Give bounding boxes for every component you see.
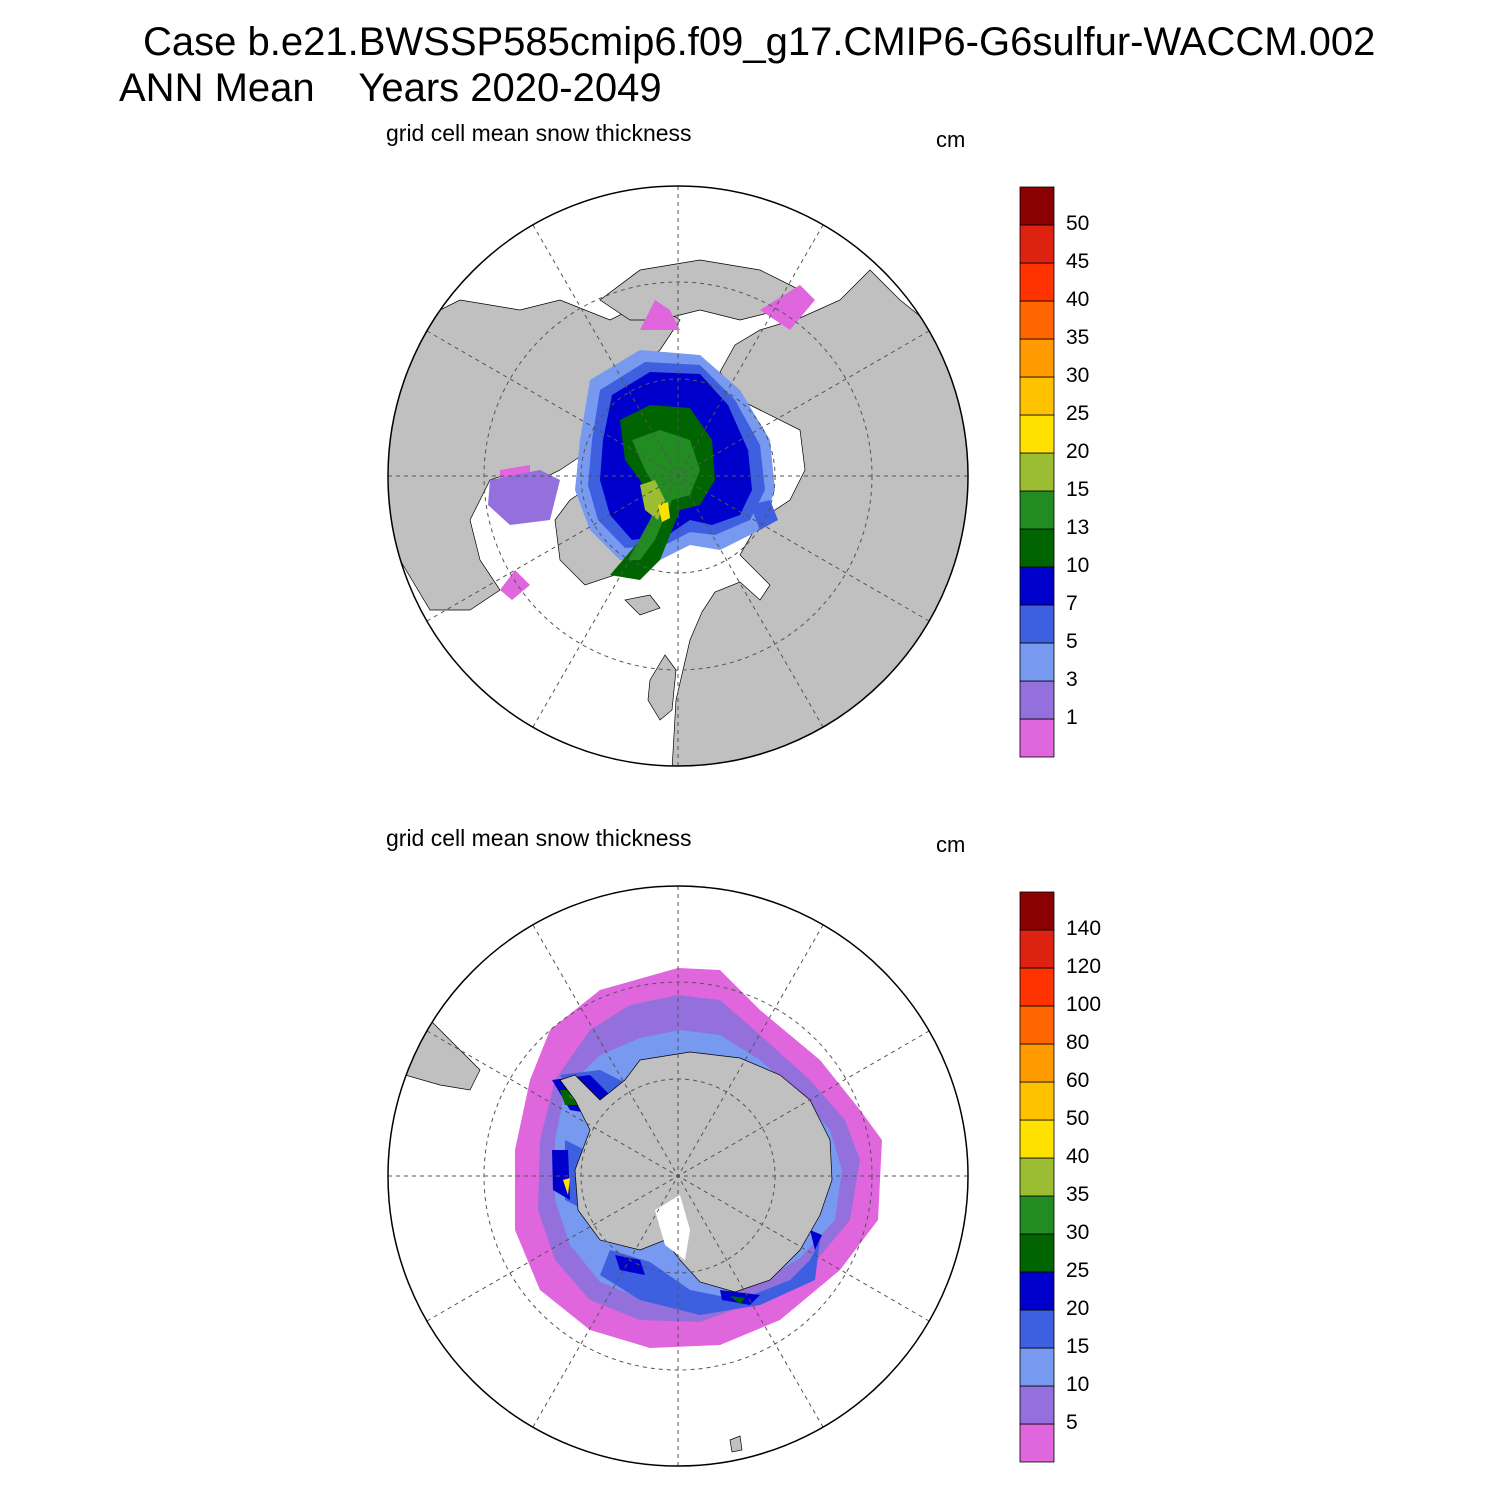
south-snow-band-8	[563, 1178, 570, 1195]
south-colorbar-swatch-0	[1019, 1423, 1055, 1463]
south-colorbar-swatch-3	[1019, 1309, 1055, 1349]
north-colorbar	[1019, 186, 1055, 758]
south-colorbar-label: 100	[1066, 993, 1102, 1016]
north-colorbar-swatch-9	[1019, 376, 1055, 416]
south-map-border	[387, 885, 969, 1467]
north-colorbar-label: 30	[1066, 364, 1090, 387]
north-colorbar-swatch-7	[1019, 452, 1055, 492]
south-colorbar-swatch-12	[1019, 967, 1055, 1007]
north-snow-band-1	[500, 285, 815, 600]
south-colorbar-swatch-7	[1019, 1157, 1055, 1197]
south-colorbar-swatch-8	[1019, 1119, 1055, 1159]
arctic-map	[387, 185, 969, 767]
south-colorbar-label: 20	[1066, 1297, 1090, 1320]
south-colorbar-swatch-4	[1019, 1271, 1055, 1311]
south-colorbar-label: 10	[1066, 1373, 1090, 1396]
south-colorbar-swatch-1	[1019, 1385, 1055, 1425]
north-snow-band-9	[658, 502, 670, 522]
south-colorbar-label: 140	[1066, 917, 1102, 940]
north-colorbar-label: 45	[1066, 250, 1090, 273]
antarctic-map	[387, 885, 969, 1467]
south-colorbar-label: 120	[1066, 955, 1102, 978]
north-colorbar-swatch-3	[1019, 604, 1055, 644]
north-snow-band-2	[488, 470, 560, 525]
north-colorbar-label: 15	[1066, 478, 1090, 501]
north-land-iceland	[624, 594, 661, 616]
north-colorbar-swatch-4	[1019, 566, 1055, 606]
south-colorbar-label: 80	[1066, 1031, 1090, 1054]
north-colorbar-label: 3	[1066, 668, 1078, 691]
north-colorbar-swatch-6	[1019, 490, 1055, 530]
north-colorbar-swatch-11	[1019, 300, 1055, 340]
south-colorbar-swatch-14	[1019, 891, 1055, 931]
south-colorbar-label: 5	[1066, 1411, 1078, 1434]
north-colorbar-label: 13	[1066, 516, 1090, 539]
north-graticule	[388, 186, 968, 766]
south-colorbar-swatch-13	[1019, 929, 1055, 969]
south-colorbar-label: 50	[1066, 1107, 1090, 1130]
north-colorbar-label: 1	[1066, 706, 1078, 729]
north-colorbar-label: 50	[1066, 212, 1090, 235]
north-colorbar-swatch-1	[1019, 680, 1055, 720]
north-map-border	[387, 185, 969, 767]
south-colorbar-label: 40	[1066, 1145, 1090, 1168]
north-colorbar-label: 40	[1066, 288, 1090, 311]
south-colorbar-swatch-6	[1019, 1195, 1055, 1235]
north-colorbar-label: 35	[1066, 326, 1090, 349]
north-colorbar-label: 5	[1066, 630, 1078, 653]
south-colorbar-label: 35	[1066, 1183, 1090, 1206]
figure-title-line-1: Case b.e21.BWSSP585cmip6.f09_g17.CMIP6-G…	[143, 20, 1376, 64]
figure-title-line-2: ANN Mean Years 2020-2049	[119, 66, 662, 110]
north-colorbar-swatch-13	[1019, 224, 1055, 264]
north-colorbar-label: 25	[1066, 402, 1090, 425]
north-colorbar-label: 20	[1066, 440, 1090, 463]
north-colorbar-swatch-5	[1019, 528, 1055, 568]
north-colorbar-swatch-14	[1019, 186, 1055, 226]
north-land-britain	[647, 654, 677, 721]
south-colorbar-swatch-9	[1019, 1081, 1055, 1121]
north-units-label: cm	[936, 127, 966, 152]
south-land-small-island	[729, 1435, 743, 1453]
north-panel-title: grid cell mean snow thickness	[386, 120, 692, 146]
south-colorbar-label: 15	[1066, 1335, 1090, 1358]
south-graticule	[388, 886, 968, 1466]
north-colorbar-label: 7	[1066, 592, 1078, 615]
south-colorbar-swatch-10	[1019, 1043, 1055, 1083]
south-ross-shelf	[655, 1195, 690, 1260]
south-units-label: cm	[936, 832, 966, 857]
south-colorbar	[1019, 891, 1055, 1463]
north-colorbar-swatch-12	[1019, 262, 1055, 302]
north-colorbar-swatch-10	[1019, 338, 1055, 378]
south-colorbar-swatch-2	[1019, 1347, 1055, 1387]
north-colorbar-swatch-2	[1019, 642, 1055, 682]
south-colorbar-label: 25	[1066, 1259, 1090, 1282]
north-snow-band-7	[628, 430, 700, 560]
south-colorbar-label: 60	[1066, 1069, 1090, 1092]
south-colorbar-label: 30	[1066, 1221, 1090, 1244]
north-colorbar-label: 10	[1066, 554, 1090, 577]
south-panel-title: grid cell mean snow thickness	[386, 825, 692, 851]
south-colorbar-swatch-11	[1019, 1005, 1055, 1045]
north-colorbar-swatch-0	[1019, 718, 1055, 758]
north-snow-band-10	[750, 500, 778, 530]
south-colorbar-swatch-5	[1019, 1233, 1055, 1273]
north-colorbar-swatch-8	[1019, 414, 1055, 454]
